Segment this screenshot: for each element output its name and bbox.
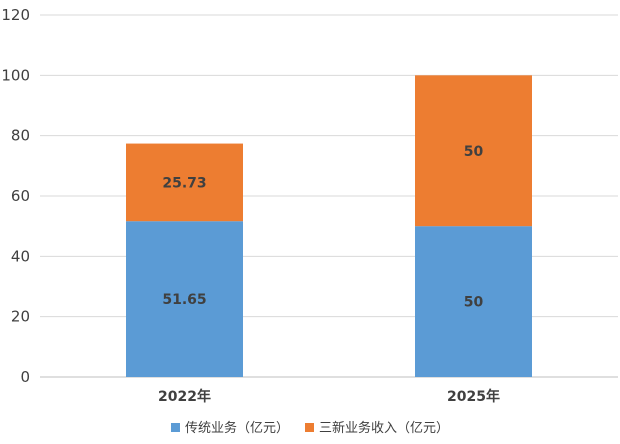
legend-swatch (305, 423, 314, 432)
y-tick-label: 100 (1, 66, 30, 84)
bar-0-1 (126, 143, 243, 222)
y-tick-label: 120 (1, 6, 30, 24)
data-label: 51.65 (162, 292, 206, 308)
data-labels: 51.65 25.73 50 50 (162, 144, 483, 311)
data-label: 50 (464, 295, 484, 311)
x-category-label: 2022年 (158, 388, 211, 405)
y-tick-label: 0 (20, 368, 30, 386)
legend-label: 三新业务收入（亿元） (319, 420, 449, 436)
x-category-label: 2025年 (447, 388, 500, 405)
y-axis-ticks: 0 20 40 60 80 100 120 (1, 6, 30, 386)
y-tick-label: 20 (11, 308, 30, 326)
bar-1-1 (415, 75, 532, 227)
y-tick-label: 60 (11, 187, 30, 205)
bar-0-0 (126, 221, 243, 377)
bar-1-0 (415, 226, 532, 377)
bars (126, 75, 532, 377)
x-axis-categories: 2022年 2025年 (158, 388, 500, 405)
y-tick-label: 80 (11, 127, 30, 145)
y-tick-label: 40 (11, 247, 30, 265)
data-label: 25.73 (162, 175, 206, 191)
legend-label: 传统业务（亿元） (185, 420, 289, 436)
data-label: 50 (464, 144, 484, 160)
legend-swatch (170, 423, 180, 432)
legend: 传统业务（亿元） 三新业务收入（亿元） (170, 420, 449, 436)
